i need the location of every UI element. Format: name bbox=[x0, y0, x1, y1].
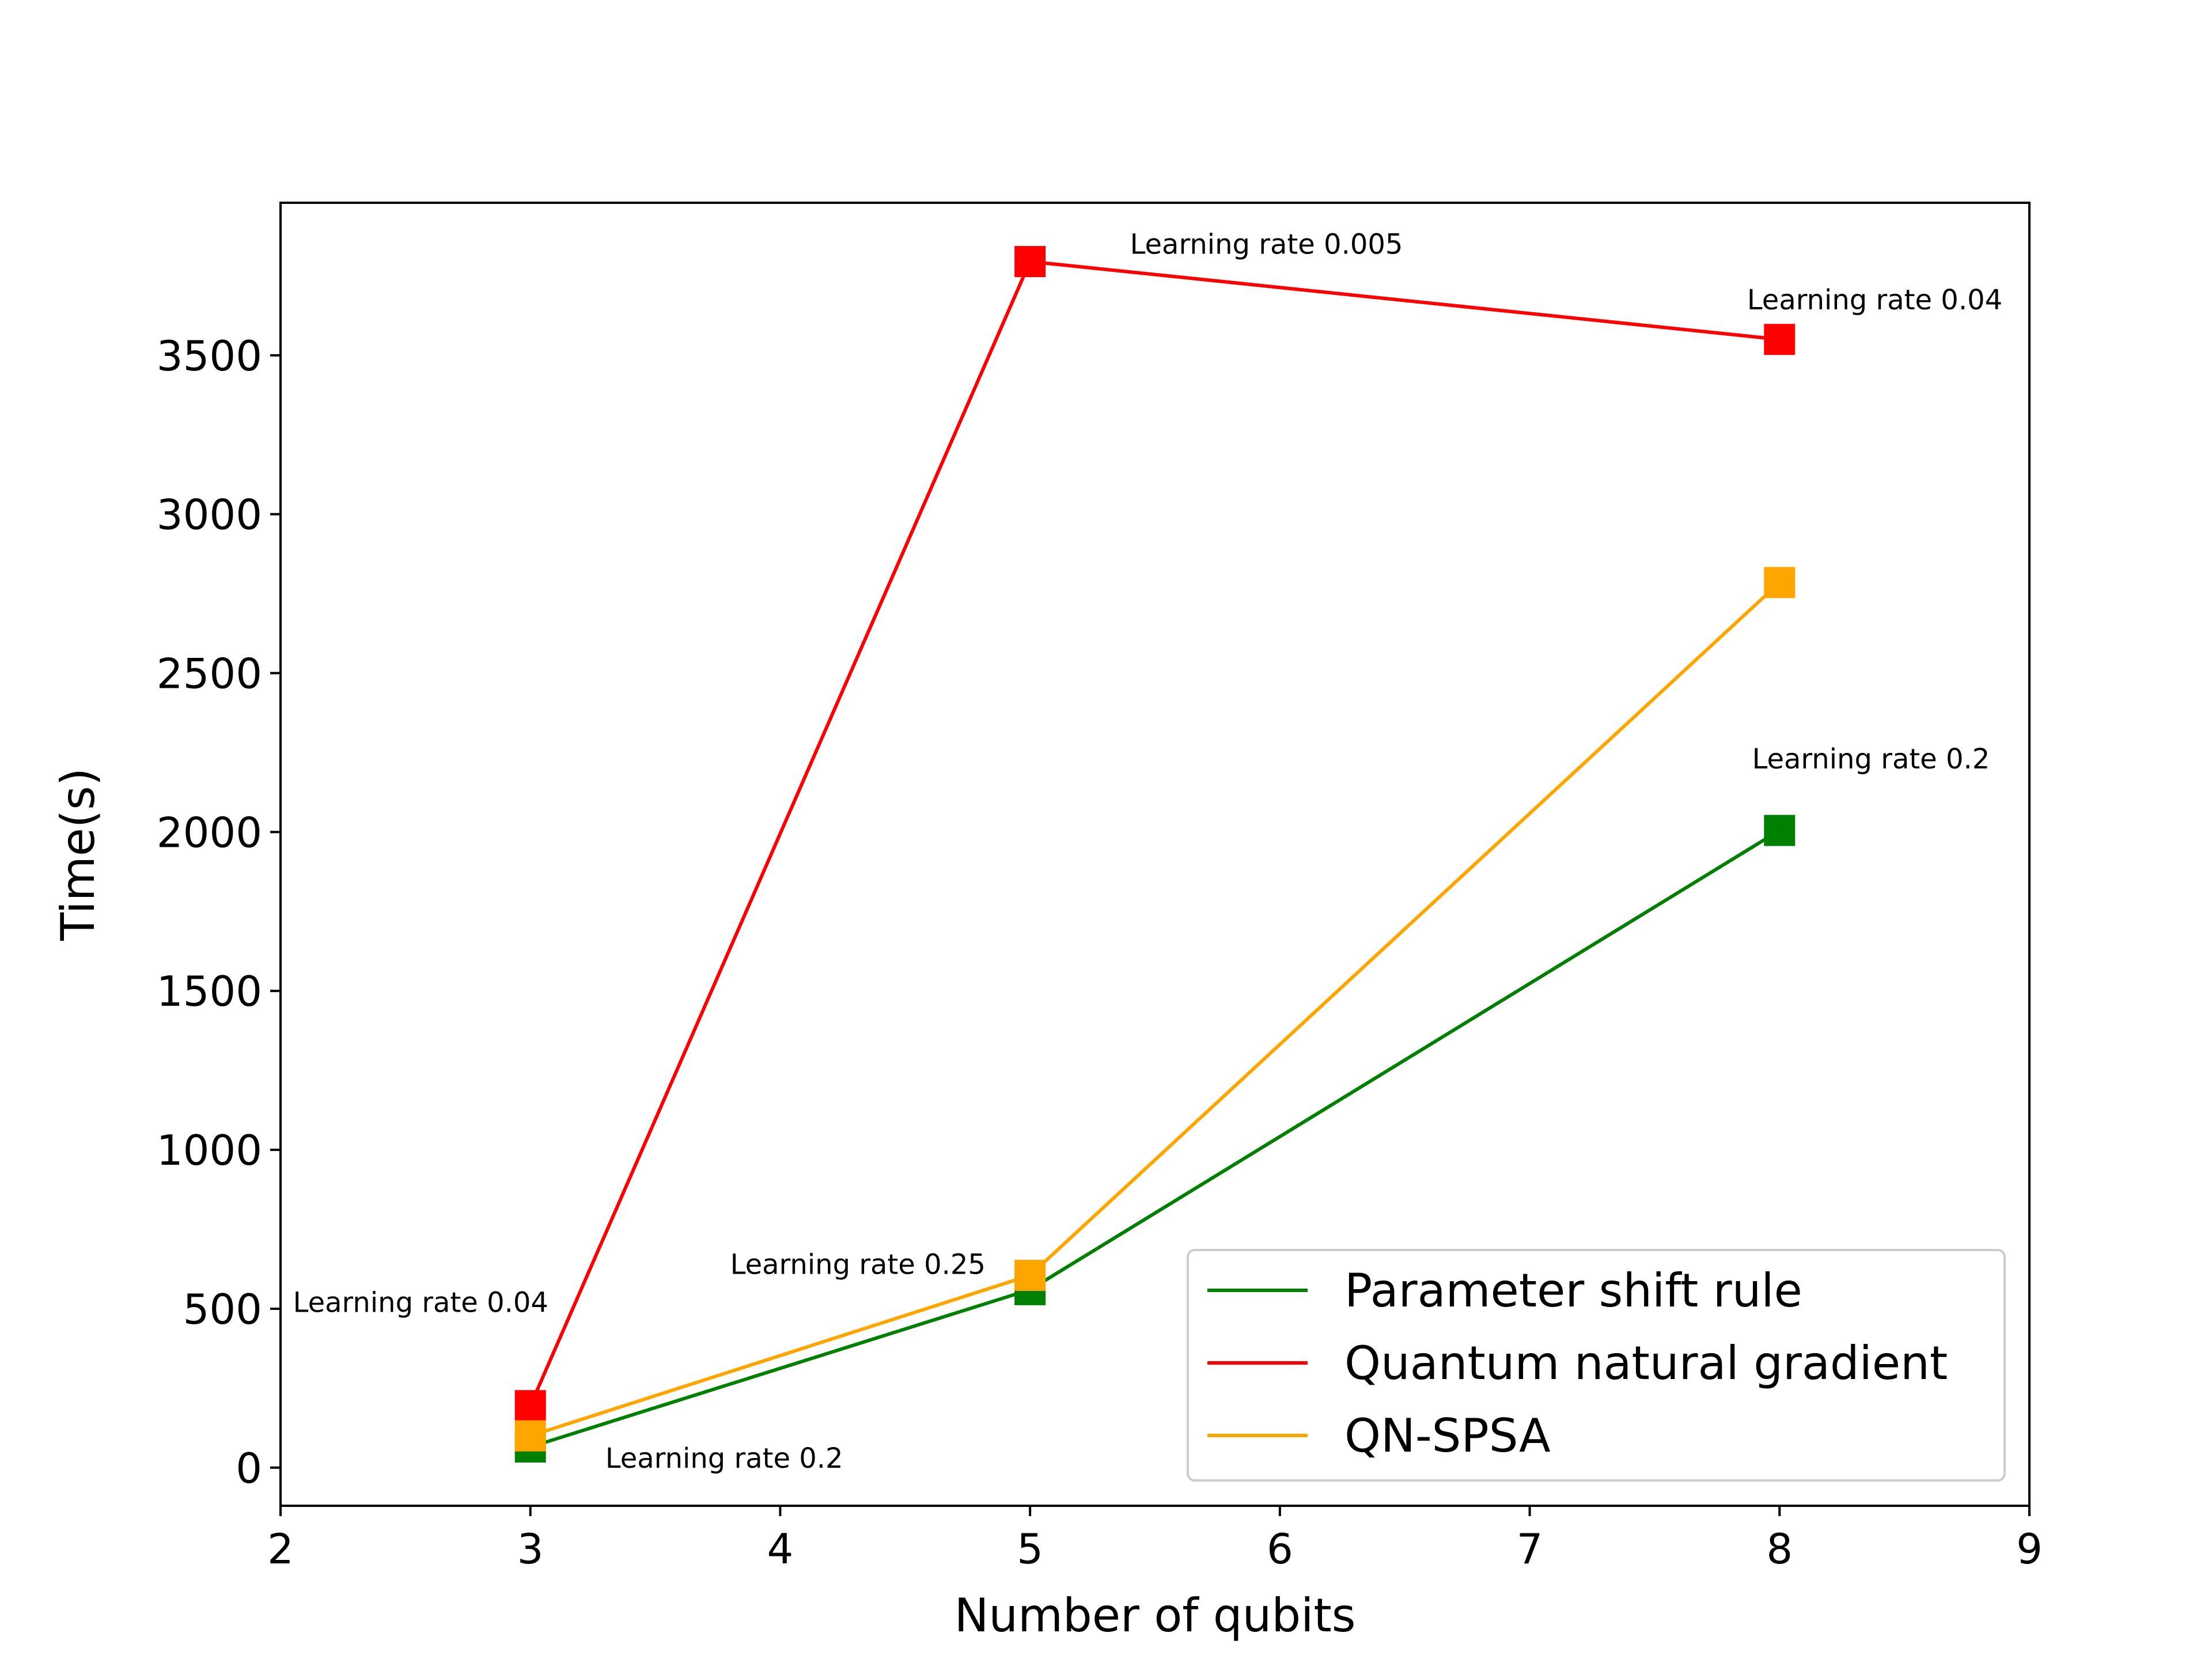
x-tick-label-7: 9 bbox=[2016, 1525, 2043, 1573]
x-tick-label-4: 6 bbox=[1267, 1525, 1293, 1573]
annotation-label-2: Learning rate 0.25 bbox=[730, 1248, 986, 1281]
series-2-marker-1 bbox=[1014, 1260, 1046, 1291]
x-axis-ticks: 2 3 4 5 6 7 8 9 bbox=[267, 1506, 2043, 1573]
series-1-marker-2 bbox=[1764, 324, 1796, 355]
x-tick-label-3: 5 bbox=[1017, 1525, 1043, 1573]
y-tick-label-7: 3500 bbox=[157, 332, 262, 380]
annotation-label-0: Learning rate 0.04 bbox=[293, 1286, 548, 1319]
annotation-label-4: Learning rate 0.04 bbox=[1747, 284, 2002, 316]
annotation-label-1: Learning rate 0.2 bbox=[605, 1442, 843, 1475]
y-tick-label-6: 3000 bbox=[157, 491, 262, 539]
x-axis-label: Number of qubits bbox=[955, 1589, 1356, 1642]
y-tick-label-3: 1500 bbox=[157, 967, 262, 1016]
annotation-layer: Learning rate 0.04 Learning rate 0.2 Learn… bbox=[293, 228, 2002, 1475]
x-tick-label-5: 7 bbox=[1517, 1525, 1543, 1573]
y-tick-label-2: 1000 bbox=[157, 1126, 262, 1175]
series-1-marker-0 bbox=[514, 1390, 546, 1422]
x-tick-label-1: 3 bbox=[517, 1525, 544, 1573]
series-2-marker-0 bbox=[514, 1420, 546, 1452]
x-tick-label-0: 2 bbox=[267, 1525, 294, 1573]
y-axis-label: Time(s) bbox=[51, 768, 105, 941]
legend-box bbox=[1187, 1249, 2006, 1482]
legend: Parameter shift rule Quantum natural grad… bbox=[1187, 1249, 2006, 1482]
y-tick-label-0: 0 bbox=[236, 1444, 262, 1493]
series-2-marker-2 bbox=[1764, 567, 1796, 599]
y-tick-label-5: 2500 bbox=[157, 650, 262, 698]
series-1-marker-1 bbox=[1014, 246, 1046, 278]
legend-label-0: Parameter shift rule bbox=[1344, 1264, 1802, 1317]
series-layer bbox=[514, 246, 1796, 1463]
annotation-label-3: Learning rate 0.005 bbox=[1130, 228, 1403, 260]
y-tick-label-4: 2000 bbox=[157, 808, 262, 857]
legend-label-1: Quantum natural gradient bbox=[1344, 1336, 1948, 1390]
annotation-label-5: Learning rate 0.2 bbox=[1752, 743, 1990, 775]
y-axis-ticks: 0 500 1000 1500 2000 2500 3000 3500 bbox=[157, 332, 281, 1493]
legend-label-2: QN-SPSA bbox=[1344, 1409, 1551, 1463]
series-0-marker-2 bbox=[1764, 815, 1796, 846]
plot-area-frame bbox=[279, 202, 2031, 1507]
x-tick-label-2: 4 bbox=[767, 1525, 794, 1573]
x-tick-label-6: 8 bbox=[1766, 1525, 1793, 1573]
y-tick-label-1: 500 bbox=[183, 1285, 262, 1334]
